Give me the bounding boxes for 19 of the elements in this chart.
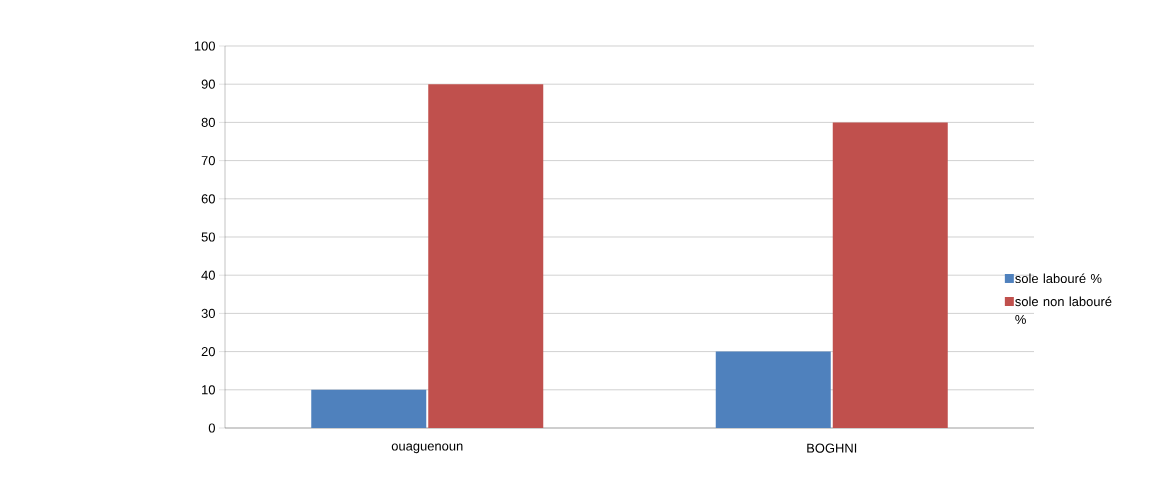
y-tick-label: 20 xyxy=(201,347,215,357)
y-tick-label: 80 xyxy=(201,117,215,127)
y-tick-label: 10 xyxy=(202,385,215,395)
bar xyxy=(428,84,544,428)
y-tick-label: 30 xyxy=(201,308,215,318)
y-tick-label: 90 xyxy=(201,79,215,89)
y-tick-label: 100 xyxy=(194,41,215,51)
y-tick-label: 0 xyxy=(208,423,215,433)
y-tick-label: 60 xyxy=(201,194,215,204)
bar xyxy=(832,122,948,428)
legend-label: sole non labouré % xyxy=(1015,296,1112,325)
y-tick-label: 40 xyxy=(201,270,215,280)
legend-label: sole labouré % xyxy=(1015,273,1102,284)
bar xyxy=(311,389,427,428)
y-tick-label: 50 xyxy=(201,232,215,242)
y-tick-label: 70 xyxy=(201,156,215,166)
x-tick-label: ouaguenoun xyxy=(391,443,463,454)
bar xyxy=(715,351,831,428)
x-tick-label: BOGHNI xyxy=(807,443,857,453)
